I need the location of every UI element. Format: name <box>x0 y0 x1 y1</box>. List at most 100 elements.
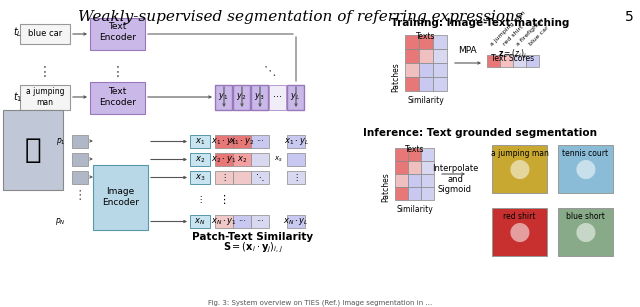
Bar <box>408 148 421 161</box>
Bar <box>287 171 305 184</box>
Bar <box>251 215 269 228</box>
Bar <box>215 153 233 166</box>
Text: $x_2 \cdot y_1$: $x_2 \cdot y_1$ <box>211 154 237 165</box>
Text: $x_1 \cdot y_2$: $x_1 \cdot y_2$ <box>229 136 255 147</box>
Bar <box>433 77 447 91</box>
Text: ···: ··· <box>273 92 282 102</box>
Text: MPA: MPA <box>458 46 476 55</box>
Text: $x_s$: $x_s$ <box>274 155 282 164</box>
Text: $\mathbf{S} = (\mathbf{x}_i \cdot \mathbf{y}_j)_{i,j}$: $\mathbf{S} = (\mathbf{x}_i \cdot \mathb… <box>223 241 283 255</box>
Bar <box>190 171 210 184</box>
Text: $y_3$: $y_3$ <box>254 91 265 103</box>
Text: a jumping
man: a jumping man <box>26 87 64 107</box>
Bar <box>287 215 305 228</box>
Bar <box>3 110 63 190</box>
Bar <box>419 35 433 49</box>
Text: Image
Encoder: Image Encoder <box>102 187 139 207</box>
Text: red shirt: red shirt <box>502 25 525 47</box>
Text: $x_1 \cdot y_L$: $x_1 \cdot y_L$ <box>284 136 308 147</box>
Bar <box>287 135 305 148</box>
Text: $\mathbf{z} = (z_j)_j$: $\mathbf{z} = (z_j)_j$ <box>499 48 527 61</box>
Text: a jumping man: a jumping man <box>490 10 527 47</box>
Bar <box>419 63 433 77</box>
Text: ⋮: ⋮ <box>74 188 86 201</box>
Text: Weakly-supervised segmentation of referring expressions: Weakly-supervised segmentation of referr… <box>77 10 522 24</box>
Bar <box>72 135 88 148</box>
Text: ●: ● <box>509 157 531 181</box>
Text: $t_1$: $t_1$ <box>13 90 22 104</box>
Text: ●: ● <box>575 157 596 181</box>
Bar <box>405 35 419 49</box>
Bar <box>419 49 433 63</box>
Text: $y_2$: $y_2$ <box>236 91 246 103</box>
Text: blue car: blue car <box>28 29 62 38</box>
Bar <box>20 24 70 44</box>
Text: ⋮: ⋮ <box>292 173 300 182</box>
Bar <box>395 174 408 187</box>
Bar <box>251 85 268 110</box>
Text: Interpolate
and
Sigmoid: Interpolate and Sigmoid <box>432 164 478 194</box>
Text: ⋱: ⋱ <box>256 173 264 182</box>
Bar <box>251 171 269 184</box>
Text: Text
Encoder: Text Encoder <box>99 87 136 107</box>
Text: ⋮: ⋮ <box>220 173 228 182</box>
Text: $p_1$: $p_1$ <box>56 136 66 147</box>
Bar <box>72 171 88 184</box>
Bar <box>215 85 232 110</box>
Text: Similarity: Similarity <box>408 96 444 105</box>
Text: Text Scores: Text Scores <box>492 54 534 63</box>
Text: a firefighter: a firefighter <box>515 17 545 47</box>
Bar <box>190 153 210 166</box>
Text: ●: ● <box>575 220 596 244</box>
Text: Similarity: Similarity <box>396 205 433 214</box>
Bar <box>20 85 70 110</box>
Text: ⋮: ⋮ <box>38 65 52 79</box>
Text: Texts: Texts <box>416 32 436 41</box>
Text: Text
Encoder: Text Encoder <box>99 22 136 42</box>
Bar <box>558 145 613 193</box>
Bar <box>395 148 408 161</box>
Bar <box>395 161 408 174</box>
Bar <box>233 215 251 228</box>
Text: 5: 5 <box>625 10 634 24</box>
Text: $t_L$: $t_L$ <box>13 25 22 39</box>
Text: ⋮: ⋮ <box>111 65 124 79</box>
Text: blue car: blue car <box>529 25 550 47</box>
Text: ●: ● <box>509 220 531 244</box>
Bar <box>421 161 434 174</box>
Text: $x_N$: $x_N$ <box>195 216 205 227</box>
Bar <box>215 215 233 228</box>
Bar <box>433 63 447 77</box>
Text: $p_N$: $p_N$ <box>55 216 66 227</box>
Text: Patches: Patches <box>381 172 390 202</box>
Bar <box>90 82 145 114</box>
Bar <box>433 35 447 49</box>
Bar <box>421 174 434 187</box>
Text: ⋮: ⋮ <box>218 195 230 204</box>
Bar <box>405 63 419 77</box>
Bar <box>233 171 251 184</box>
Text: 🏃: 🏃 <box>25 136 42 164</box>
Text: Training: Image-Text matching: Training: Image-Text matching <box>391 18 569 28</box>
Bar <box>421 148 434 161</box>
Text: blue short: blue short <box>566 212 605 221</box>
Text: $x_N \cdot y_L$: $x_N \cdot y_L$ <box>283 216 309 227</box>
Bar <box>287 85 304 110</box>
Bar <box>421 187 434 200</box>
Bar <box>90 18 145 50</box>
Bar <box>287 153 305 166</box>
Text: red shirt: red shirt <box>503 212 536 221</box>
Bar <box>405 77 419 91</box>
Bar <box>408 174 421 187</box>
Bar <box>215 135 233 148</box>
Text: ⋱: ⋱ <box>264 65 276 79</box>
Bar <box>500 55 513 67</box>
Bar <box>395 187 408 200</box>
Text: Patch-Text Similarity: Patch-Text Similarity <box>193 232 314 242</box>
Bar <box>513 55 526 67</box>
Bar <box>408 161 421 174</box>
Text: $x_1$: $x_1$ <box>195 136 205 147</box>
Text: $x_2$: $x_2$ <box>237 154 247 165</box>
Bar <box>492 208 547 256</box>
Text: a jumping man: a jumping man <box>491 149 548 158</box>
